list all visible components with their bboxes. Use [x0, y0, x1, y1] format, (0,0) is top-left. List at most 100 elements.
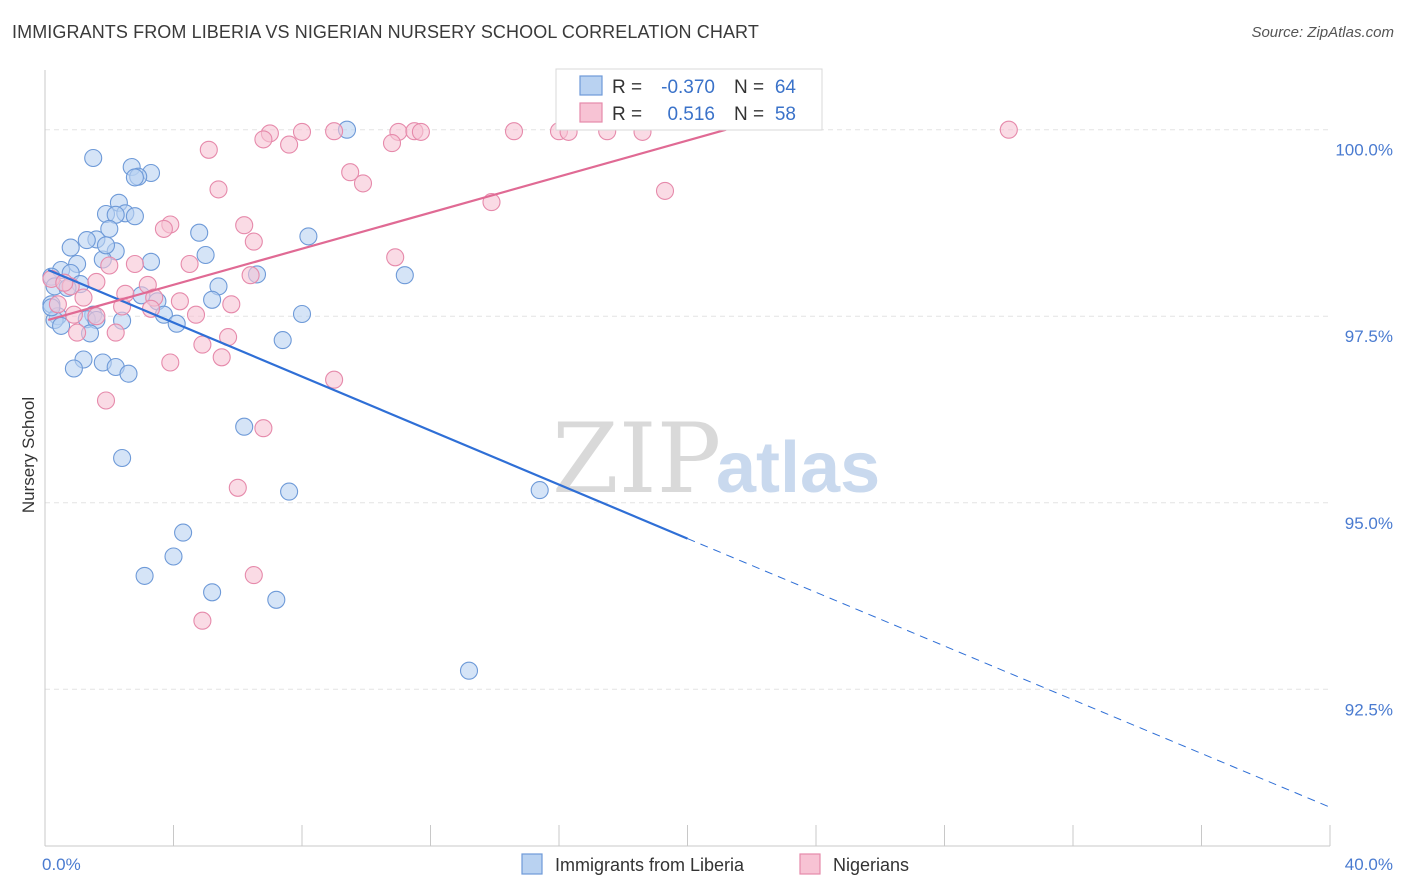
x-tick-label-max: 40.0% [1345, 855, 1393, 874]
nigerians-point-13 [280, 135, 299, 154]
nigerians-point-34 [74, 288, 93, 307]
nigerians-point-2 [325, 122, 344, 141]
liberia-point-55 [174, 523, 193, 542]
y-tick-label-0: 92.5% [1345, 700, 1393, 719]
nigerians-point-53 [244, 566, 263, 585]
liberia-point-60 [459, 661, 479, 680]
nigerians-point-54 [193, 611, 212, 630]
liberia-point-49 [64, 359, 83, 378]
nigerians-point-26 [180, 254, 199, 274]
bottom-legend-swatch-nigerians [799, 853, 821, 875]
nigerians-point-1 [292, 122, 312, 141]
liberia-point-42 [292, 304, 312, 324]
nigerians-point-23 [235, 216, 254, 235]
bottom-legend-label-nigerians: Nigerians [833, 855, 909, 875]
series-liberia-points [42, 120, 549, 680]
liberia-point-56 [164, 547, 183, 566]
watermark-zip: ZIP [552, 403, 721, 515]
liberia-point-50 [119, 364, 138, 383]
legend-n-value-1: 64 [775, 77, 797, 98]
legend-swatch-liberia [579, 75, 603, 96]
liberia-point-12 [299, 227, 318, 246]
y-tick-label-2: 97.5% [1345, 327, 1393, 346]
liberia-point-51 [235, 417, 254, 436]
liberia-point-17 [196, 245, 215, 265]
liberia-point-15 [61, 238, 80, 257]
nigerians-point-36 [170, 292, 189, 311]
nigerians-point-45 [68, 323, 87, 342]
nigerians-point-42 [87, 307, 106, 326]
x-tick-label-min: 0.0% [42, 855, 81, 874]
liberia-point-0 [84, 148, 103, 168]
nigerians-point-28 [100, 256, 119, 275]
legend-n-value-2: 58 [775, 104, 796, 125]
liberia-point-45 [273, 331, 292, 350]
liberia-point-63 [96, 236, 116, 255]
nigerians-point-27 [241, 266, 260, 285]
nigerians-point-18 [209, 180, 228, 199]
bottom-legend-label-liberia: Immigrants from Liberia [555, 855, 745, 875]
nigerians-point-29 [125, 254, 144, 274]
series-legend: Immigrants from Liberia Nigerians [521, 853, 909, 875]
x-tick-marks [44, 825, 1331, 846]
liberia-point-11 [190, 223, 209, 242]
nigerians-point-19 [655, 181, 675, 200]
liberia-point-59 [267, 590, 286, 609]
legend-n-label-1: N = [734, 77, 764, 98]
watermark-atlas: atlas [716, 428, 880, 508]
bottom-legend-swatch-liberia [521, 853, 543, 875]
source-label: Source: ZipAtlas.com [1251, 24, 1394, 41]
liberia-point-53 [280, 482, 299, 501]
legend-r-label-2: R = [612, 104, 642, 125]
nigerians-point-52 [228, 478, 247, 497]
liberia-point-9 [125, 207, 144, 226]
series-nigerians-points [42, 120, 1018, 630]
liberia-point-54 [530, 481, 549, 500]
nigerians-point-16 [341, 163, 360, 182]
legend-r-label-1: R = [612, 77, 642, 98]
nigerians-point-15 [199, 140, 218, 159]
legend-r-value-1: -0.370 [661, 77, 715, 98]
nigerians-point-43 [106, 323, 125, 342]
nigerians-point-37 [222, 295, 241, 314]
nigerians-point-49 [325, 370, 344, 389]
trend-line-nigerians [47, 128, 727, 322]
liberia-point-32 [203, 290, 222, 309]
liberia-point-24 [395, 266, 414, 285]
nigerians-point-55 [48, 295, 67, 314]
liberia-point-19 [141, 252, 161, 271]
legend-n-label-2: N = [734, 104, 764, 125]
liberia-point-14 [77, 231, 96, 250]
y-tick-label-3: 100.0% [1335, 141, 1393, 160]
liberia-point-57 [135, 566, 154, 585]
trend-lines [47, 128, 1331, 808]
nigerians-point-47 [212, 348, 231, 367]
nigerians-point-46 [193, 335, 212, 354]
nigerians-point-12 [254, 130, 273, 149]
y-tick-label-1: 95.0% [1345, 514, 1393, 533]
chart-title: IMMIGRANTS FROM LIBERIA VS NIGERIAN NURS… [12, 22, 759, 42]
nigerians-point-5 [411, 122, 430, 141]
trend-line-liberia [47, 268, 688, 540]
y-axis-label: Nursery School [19, 397, 38, 513]
nigerians-point-25 [386, 248, 405, 267]
nigerians-point-51 [254, 419, 273, 438]
legend-swatch-nigerians [579, 102, 603, 123]
nigerians-point-6 [504, 122, 524, 141]
nigerians-point-17 [353, 174, 373, 193]
nigerians-point-14 [382, 134, 402, 153]
nigerians-point-41 [186, 305, 206, 324]
legend-r-value-2: 0.516 [667, 104, 715, 125]
trend-line-liberia-extension [687, 538, 1331, 808]
liberia-point-58 [203, 583, 222, 602]
nigerians-point-50 [96, 391, 116, 410]
liberia-point-4 [125, 168, 144, 187]
nigerians-point-48 [161, 353, 180, 372]
nigerians-point-22 [154, 219, 173, 238]
y-tick-labels: 92.5% 95.0% 97.5% 100.0% [1335, 141, 1393, 720]
stats-legend: R = -0.370 N = 64 R = 0.516 N = 58 [555, 68, 823, 131]
liberia-point-52 [113, 448, 132, 468]
nigerians-point-24 [244, 232, 263, 251]
nigerians-point-11 [999, 120, 1018, 139]
